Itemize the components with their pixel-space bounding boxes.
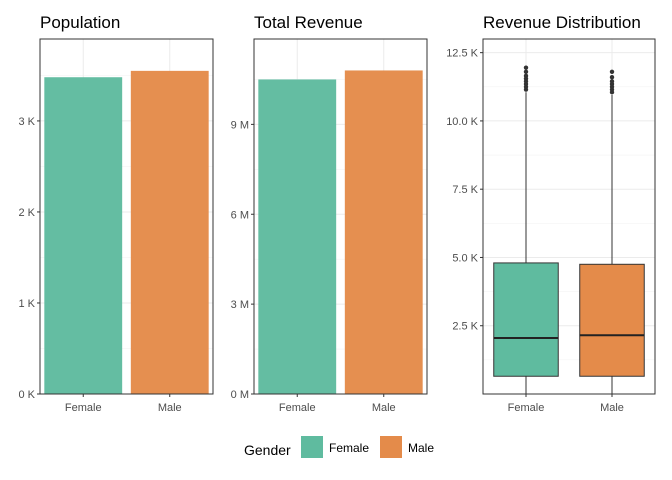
revenue-distribution-y-tick-label: 10.0 K [446, 116, 478, 128]
revenue-distribution-outlier-male [609, 79, 615, 84]
legend-label-male: Male [408, 441, 434, 455]
revenue-distribution-box-male [579, 263, 645, 377]
legend-swatch-male [380, 436, 402, 458]
population-panel-border [39, 38, 214, 395]
revenue-distribution-outlier-female [523, 73, 529, 79]
total-revenue-panel: Total Revenue 0 M 3 M 6 M 9 M Female Male [231, 13, 428, 414]
revenue-distribution-x-tick-label-female: Female [508, 402, 545, 414]
total-revenue-x-tick-label-female: Female [279, 402, 316, 414]
revenue-distribution-x-tick-label-male: Male [600, 402, 624, 414]
revenue-distribution-y-tick-label: 5.0 K [452, 252, 478, 264]
legend-swatch-female [301, 436, 323, 458]
total-revenue-y-tick-label: 3 M [231, 299, 249, 311]
population-y-tick-label: 3 K [18, 116, 35, 128]
revenue-distribution-box-female [493, 262, 559, 377]
population-bar-female [44, 77, 123, 394]
revenue-distribution-outlier-male [609, 75, 615, 80]
population-y-tick-label: 1 K [18, 298, 35, 310]
total-revenue-y-tick-label: 6 M [231, 209, 249, 221]
revenue-distribution-y-tick-label: 12.5 K [446, 48, 478, 60]
revenue-distribution-outlier-male [609, 69, 615, 74]
total-revenue-bar-male [344, 70, 423, 395]
legend-label-female: Female [329, 441, 369, 455]
revenue-distribution-outlier-female [523, 69, 529, 74]
population-y-tick-label: 0 K [18, 389, 35, 401]
revenue-distribution-outlier-female [523, 65, 529, 70]
total-revenue-bar-female [258, 79, 337, 394]
population-y-tick-label: 2 K [18, 207, 35, 219]
revenue-distribution-y-tick-label: 7.5 K [452, 184, 478, 196]
revenue-distribution-panel-border [482, 38, 656, 395]
population-bar-male [130, 70, 209, 394]
total-revenue-y-tick-label: 0 M [231, 389, 249, 401]
revenue-distribution-panel: Revenue Distribution 2.5 K 5.0 K 7.5 K 10.0 … [446, 13, 656, 414]
total-revenue-title: Total Revenue [254, 13, 363, 32]
population-x-tick-label-female: Female [65, 402, 102, 414]
revenue-distribution-y-tick-label: 2.5 K [452, 321, 478, 333]
total-revenue-panel-border [253, 38, 428, 395]
legend-title: Gender [244, 442, 291, 458]
population-x-tick-label-male: Male [158, 402, 182, 414]
total-revenue-y-tick-label: 9 M [231, 119, 249, 131]
population-title: Population [40, 13, 120, 32]
population-panel: Population 0 K 1 K 2 K 3 K Female Male [18, 13, 214, 414]
legend: Gender Female Male [244, 436, 434, 458]
total-revenue-x-tick-label-male: Male [372, 402, 396, 414]
revenue-distribution-title: Revenue Distribution [483, 13, 641, 32]
